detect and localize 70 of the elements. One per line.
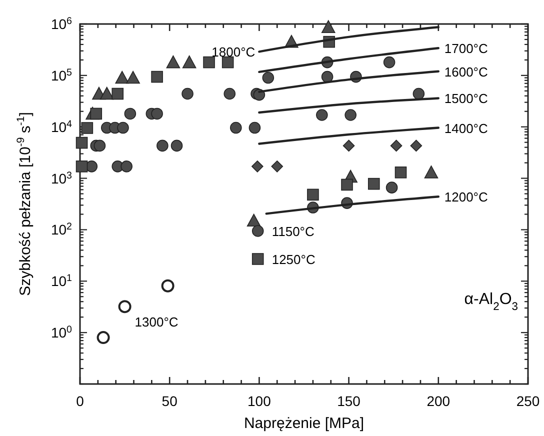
point	[115, 70, 130, 84]
point	[94, 140, 106, 152]
point	[76, 136, 88, 149]
series-label: 1800°C	[212, 44, 256, 60]
y-tick-label: 10$^{3}$	[50, 170, 73, 186]
point	[394, 166, 407, 178]
point	[81, 122, 94, 134]
point	[316, 109, 328, 121]
point	[151, 108, 163, 120]
point	[117, 122, 129, 134]
point	[203, 56, 215, 68]
point	[96, 331, 110, 344]
point	[262, 72, 274, 84]
point	[170, 140, 183, 152]
x-tick-label: 0	[76, 393, 84, 409]
point	[230, 122, 242, 134]
point	[252, 160, 264, 172]
point	[307, 188, 319, 201]
point	[156, 140, 168, 152]
point	[271, 160, 284, 172]
point	[321, 20, 336, 34]
point	[224, 88, 236, 100]
y-tick-label: 10$^{1}$	[50, 272, 72, 290]
point	[100, 86, 114, 100]
point	[112, 88, 124, 100]
series-label: 1200°C	[444, 190, 488, 205]
y-tick-label: 10$^{2}$	[50, 221, 72, 238]
point	[248, 122, 261, 134]
point	[383, 56, 396, 68]
x-tick-label: 50	[162, 393, 178, 409]
point	[424, 166, 438, 178]
point	[118, 300, 132, 314]
point	[126, 70, 140, 84]
series-label: 1700°C	[444, 41, 488, 56]
series-label: 1400°C	[444, 120, 488, 136]
point	[90, 108, 102, 120]
point	[76, 160, 88, 172]
point	[368, 178, 380, 190]
point	[390, 140, 402, 152]
x-axis-title: Naprężenie [MPa]	[244, 415, 364, 432]
point	[321, 70, 334, 83]
legend-label: 1250°C	[272, 252, 316, 267]
x-tick-label: 100	[248, 393, 272, 409]
y-tick-label: 10$^{0}$	[50, 324, 73, 341]
annotation: α-Al$_{2}$O$_{3}$	[464, 291, 518, 313]
point	[386, 182, 398, 194]
x-tick-label: 150	[337, 393, 361, 409]
point	[344, 109, 356, 121]
legend-label: 1150°C	[272, 224, 314, 239]
point	[342, 140, 355, 152]
x-tick-label: 250	[516, 393, 540, 409]
point	[166, 55, 180, 68]
x-tick-label: 200	[426, 393, 450, 409]
point	[410, 140, 422, 152]
point	[412, 88, 425, 100]
point	[124, 108, 136, 120]
point	[222, 56, 234, 68]
point	[246, 214, 261, 227]
y-tick-label: 10$^{5}$	[50, 66, 73, 84]
point	[182, 88, 194, 100]
point	[151, 70, 163, 83]
point	[161, 279, 174, 292]
point	[182, 55, 196, 68]
y-tick-label: 10$^{6}$	[50, 16, 73, 32]
y-tick-label: 10$^{4}$	[50, 118, 73, 135]
point	[341, 178, 353, 191]
point	[120, 160, 132, 172]
series-label: 1600°C	[444, 64, 488, 80]
series-label: 1300°C	[134, 314, 178, 330]
series-label: 1500°C	[444, 91, 488, 106]
